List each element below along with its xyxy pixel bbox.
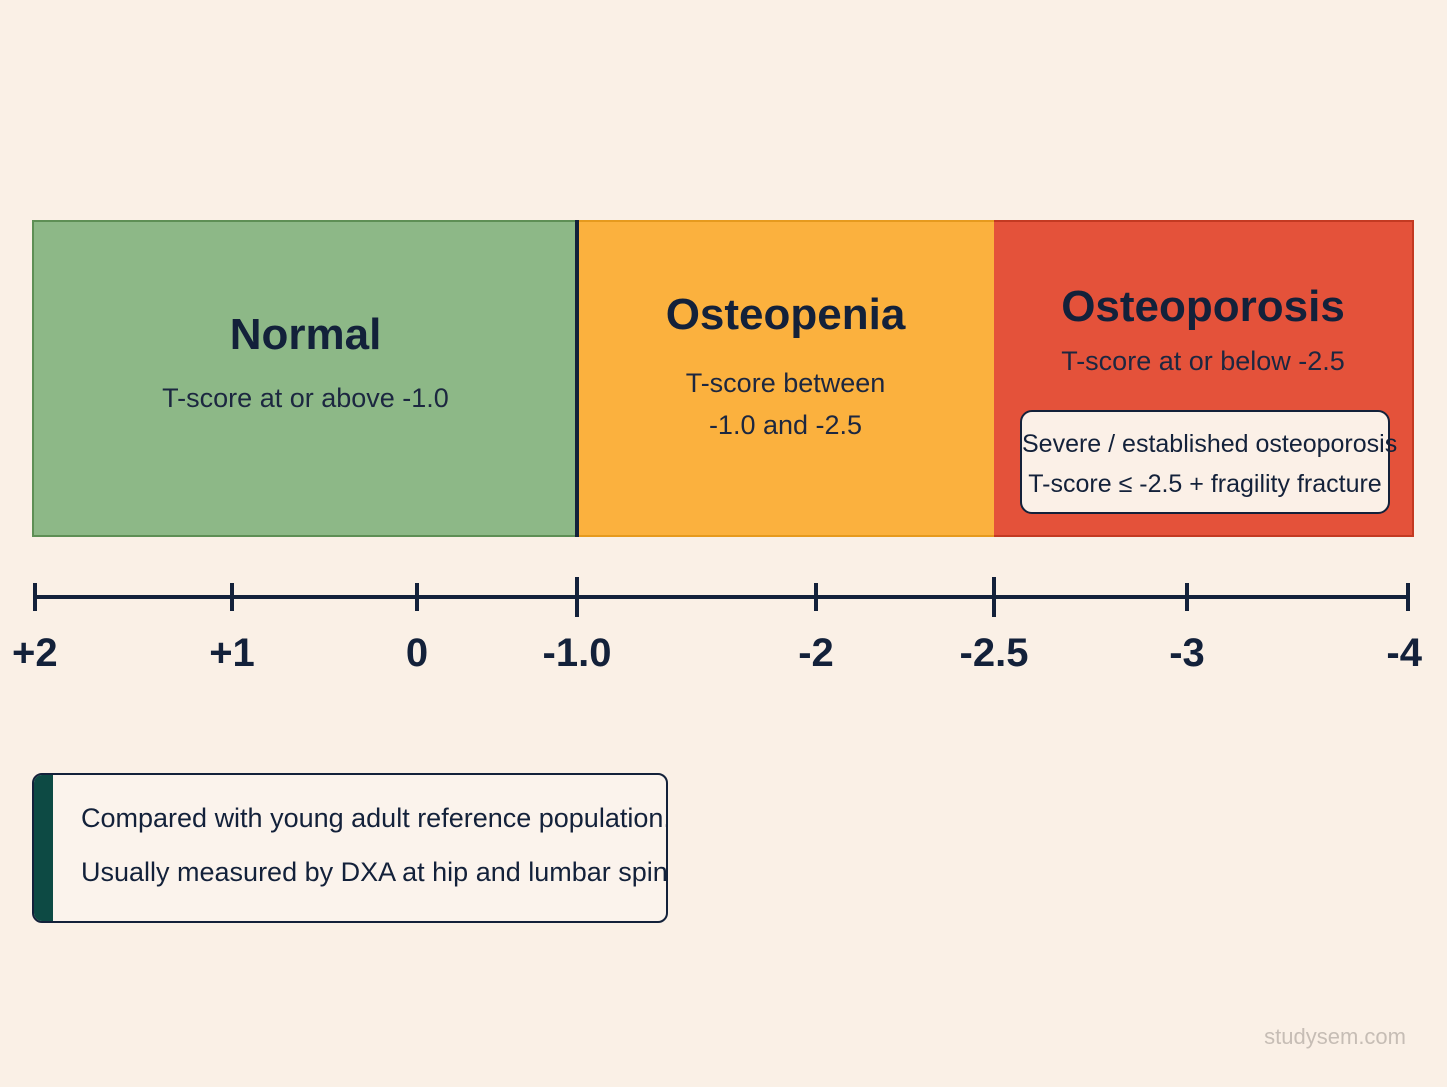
zone-normal: Normal T-score at or above -1.0 <box>32 220 577 537</box>
reference-note: Compared with young adult reference popu… <box>32 773 668 923</box>
note-line-1: Compared with young adult reference popu… <box>81 803 668 833</box>
zone-title-osteopenia: Osteopenia <box>665 290 906 339</box>
severe-line-2: T-score ≤ -2.5 + fragility fracture <box>1028 470 1382 498</box>
zone-desc-osteoporosis: T-score at or below -2.5 <box>1061 346 1345 376</box>
zone-title-osteoporosis: Osteoporosis <box>1061 282 1345 331</box>
axis-tick-label: -4 <box>1386 631 1422 675</box>
axis-tick-label: 0 <box>406 631 428 675</box>
note-line-2: Usually measured by DXA at hip and lumba… <box>81 857 668 887</box>
zone-osteopenia: Osteopenia T-score between -1.0 and -2.5 <box>577 220 994 537</box>
zone-divider <box>575 220 579 537</box>
severe-osteoporosis-box: Severe / established osteoporosis T-scor… <box>1020 410 1398 514</box>
watermark: studysem.com <box>1264 1024 1406 1049</box>
axis-tick-label: -3 <box>1169 631 1205 675</box>
axis-tick-label: -1.0 <box>543 631 612 675</box>
note-accent-bar <box>34 775 53 921</box>
axis-tick-label: -2 <box>798 631 834 675</box>
severe-line-1: Severe / established osteoporosis <box>1022 430 1398 458</box>
axis-tick-label: +2 <box>12 631 58 675</box>
axis-tick-label: +1 <box>209 631 255 675</box>
zone-desc-osteopenia-line2: -1.0 and -2.5 <box>708 410 863 440</box>
t-score-axis: +2 +1 0 -1.0 -2 -2.5 -3 -4 <box>12 577 1423 675</box>
zone-title-normal: Normal <box>229 310 382 359</box>
zone-desc-osteopenia-line1: T-score between <box>685 368 886 398</box>
axis-tick-label: -2.5 <box>960 631 1029 675</box>
zone-desc-normal: T-score at or above -1.0 <box>162 383 449 413</box>
zone-osteoporosis: Osteoporosis T-score at or below -2.5 Se… <box>994 220 1414 537</box>
